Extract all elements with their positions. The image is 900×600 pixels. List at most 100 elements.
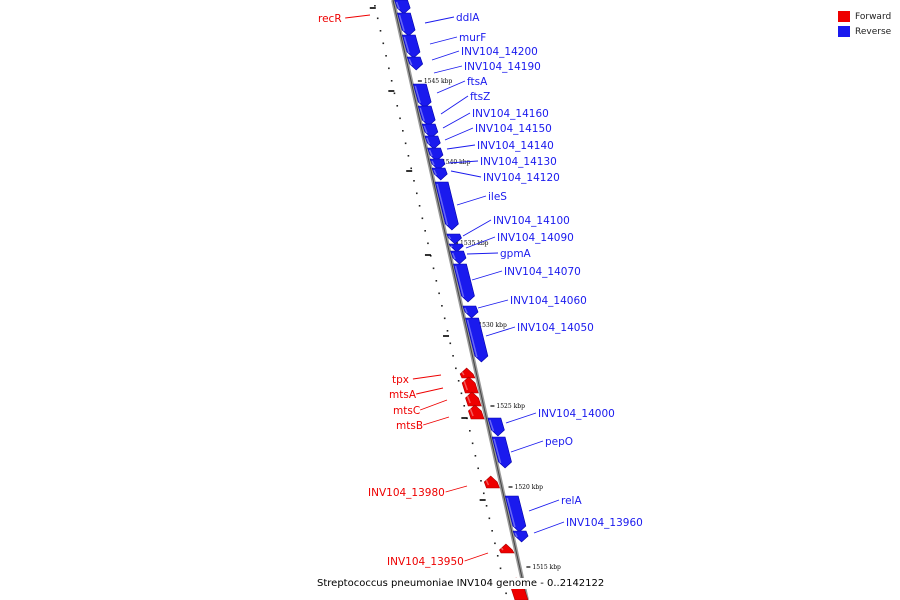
legend-item-reverse: Reverse [838,24,891,39]
gene-feature-tpx[interactable] [459,367,476,379]
gene-feature-inv104-13950[interactable] [499,543,515,554]
gene-feature-highlight [485,479,490,486]
gene-feature-inv104-14120[interactable] [431,167,448,181]
gene-feature-iles[interactable] [434,181,459,231]
gene-label-ftsa[interactable]: ftsA [467,76,488,88]
gene-label-inv104-14060[interactable]: INV104_14060 [510,295,587,307]
gene-feature-inv104-14200[interactable] [401,34,421,59]
gene-feature-inv104-14100[interactable] [446,233,462,245]
gene-label-inv104-14090[interactable]: INV104_14090 [497,232,574,244]
scale-dot [385,55,387,57]
gene-label-recr[interactable]: recR [318,13,342,25]
gene-label-inv104-14200[interactable]: INV104_14200 [461,46,538,58]
ruler-tick-label: 1545 kbp [424,78,453,85]
gene-label-mtsb[interactable]: mtsB [396,420,423,432]
gene-feature-highlight [500,547,504,551]
gene-label-inv104-14150[interactable]: INV104_14150 [475,123,552,135]
gene-label-murf[interactable]: murF [459,32,486,44]
gene-label-inv104-14140[interactable]: INV104_14140 [477,140,554,152]
gene-feature-pepo[interactable] [491,436,512,469]
scale-dot [396,105,399,107]
gene-label-inv104-14130[interactable]: INV104_14130 [480,156,557,168]
gene-feature-highlight [428,149,433,157]
scale-dot [452,355,454,357]
gene-feature-ftsz[interactable] [417,105,436,127]
gene-leader-line [477,299,509,309]
gene-feature-gpma[interactable] [450,250,467,265]
gene-label-inv104-13980[interactable]: INV104_13980 [368,487,445,499]
gene-feature-inv104-14070[interactable] [453,263,475,303]
gene-label-inv104-13960[interactable]: INV104_13960 [566,517,643,529]
gene-feature-inv104-14090[interactable] [448,243,464,253]
gene-leader-line [420,399,448,411]
gene-label-inv104-14000[interactable]: INV104_14000 [538,408,615,420]
gene-label-inv104-14070[interactable]: INV104_14070 [504,266,581,278]
gene-leader-line [431,50,460,61]
scale-dot [435,280,438,282]
gene-label-inv104-13950[interactable]: INV104_13950 [387,556,464,568]
gene-feature-inv104-14050[interactable] [465,317,489,363]
gene-feature-rela[interactable] [504,495,527,533]
scale-dot [393,92,396,95]
gene-leader-line [485,326,516,337]
gene-label-inv104-14120[interactable]: INV104_14120 [483,172,560,184]
gene-label-mtsc[interactable]: mtsC [393,405,420,417]
gene-leader-line [436,80,466,94]
gene-feature-inv104-13960[interactable] [512,530,529,543]
gene-feature-inv104-14060[interactable] [462,305,479,319]
legend: Forward Reverse [838,9,891,39]
gene-feature-inv104-14190[interactable] [406,56,424,71]
forward-swatch [838,11,850,22]
scale-dot [488,517,491,520]
scale-dot [482,492,485,495]
scale-dot [410,167,413,170]
gene-feature-ftsa[interactable] [412,83,432,109]
gene-leader-line [462,219,492,237]
scale-dot [441,305,443,307]
gene-label-inv104-14100[interactable]: INV104_14100 [493,215,570,227]
gene-feature-inv104-14140[interactable] [427,147,444,162]
gene-label-tpx[interactable]: tpx [392,374,409,386]
scale-dot [379,30,382,32]
gene-feature-highlight [451,252,456,260]
gene-label-gpma[interactable]: gpmA [500,248,532,260]
gene-feature-highlight [414,85,421,104]
gene-label-rela[interactable]: relA [561,495,582,507]
scale-dot [480,480,482,482]
scale-dot [390,80,393,82]
scale-dot [432,267,435,270]
gene-feature-highlight [398,14,405,32]
gene-feature-inv104-13980[interactable] [483,475,500,489]
gene-label-ftsz[interactable]: ftsZ [470,91,490,103]
gene-feature-highlight [463,380,468,391]
gene-label-iles[interactable]: ileS [488,191,507,203]
gene-feature-inv104-14160[interactable] [421,123,439,139]
gene-feature-mtsb[interactable] [468,404,485,420]
scale-dot [402,130,404,132]
gene-feature-highlight [506,497,516,528]
gene-label-inv104-14050[interactable]: INV104_14050 [517,322,594,334]
gene-label-mtsa[interactable]: mtsA [389,389,417,401]
ruler-tick-label: 1515 kbp [532,564,561,571]
gene-leader-line [416,387,444,395]
gene-feature-murf[interactable] [397,12,416,37]
gene-label-inv104-14190[interactable]: INV104_14190 [464,61,541,73]
gene-feature-inv104-14150[interactable] [424,135,441,150]
gene-feature-mtsc[interactable] [465,391,482,407]
scale-dot [415,192,418,195]
gene-label-ddla[interactable]: ddlA [456,12,480,24]
gene-feature-highlight [426,137,431,145]
gene-label-inv104-14160[interactable]: INV104_14160 [472,108,549,120]
gene-feature-highlight [466,319,478,358]
scale-dot [469,430,471,432]
gene-feature-ddla[interactable] [394,0,411,15]
scale-dot [485,505,488,507]
legend-label-reverse: Reverse [855,26,892,37]
gene-feature-inv104-14130[interactable] [429,158,446,171]
gene-feature-mtsa[interactable] [461,376,479,394]
scale-dot [494,542,496,545]
gene-feature-highlight [403,36,410,54]
gene-label-pepo[interactable]: pepO [545,436,573,448]
gene-feature-inv104-14000[interactable] [487,417,505,437]
